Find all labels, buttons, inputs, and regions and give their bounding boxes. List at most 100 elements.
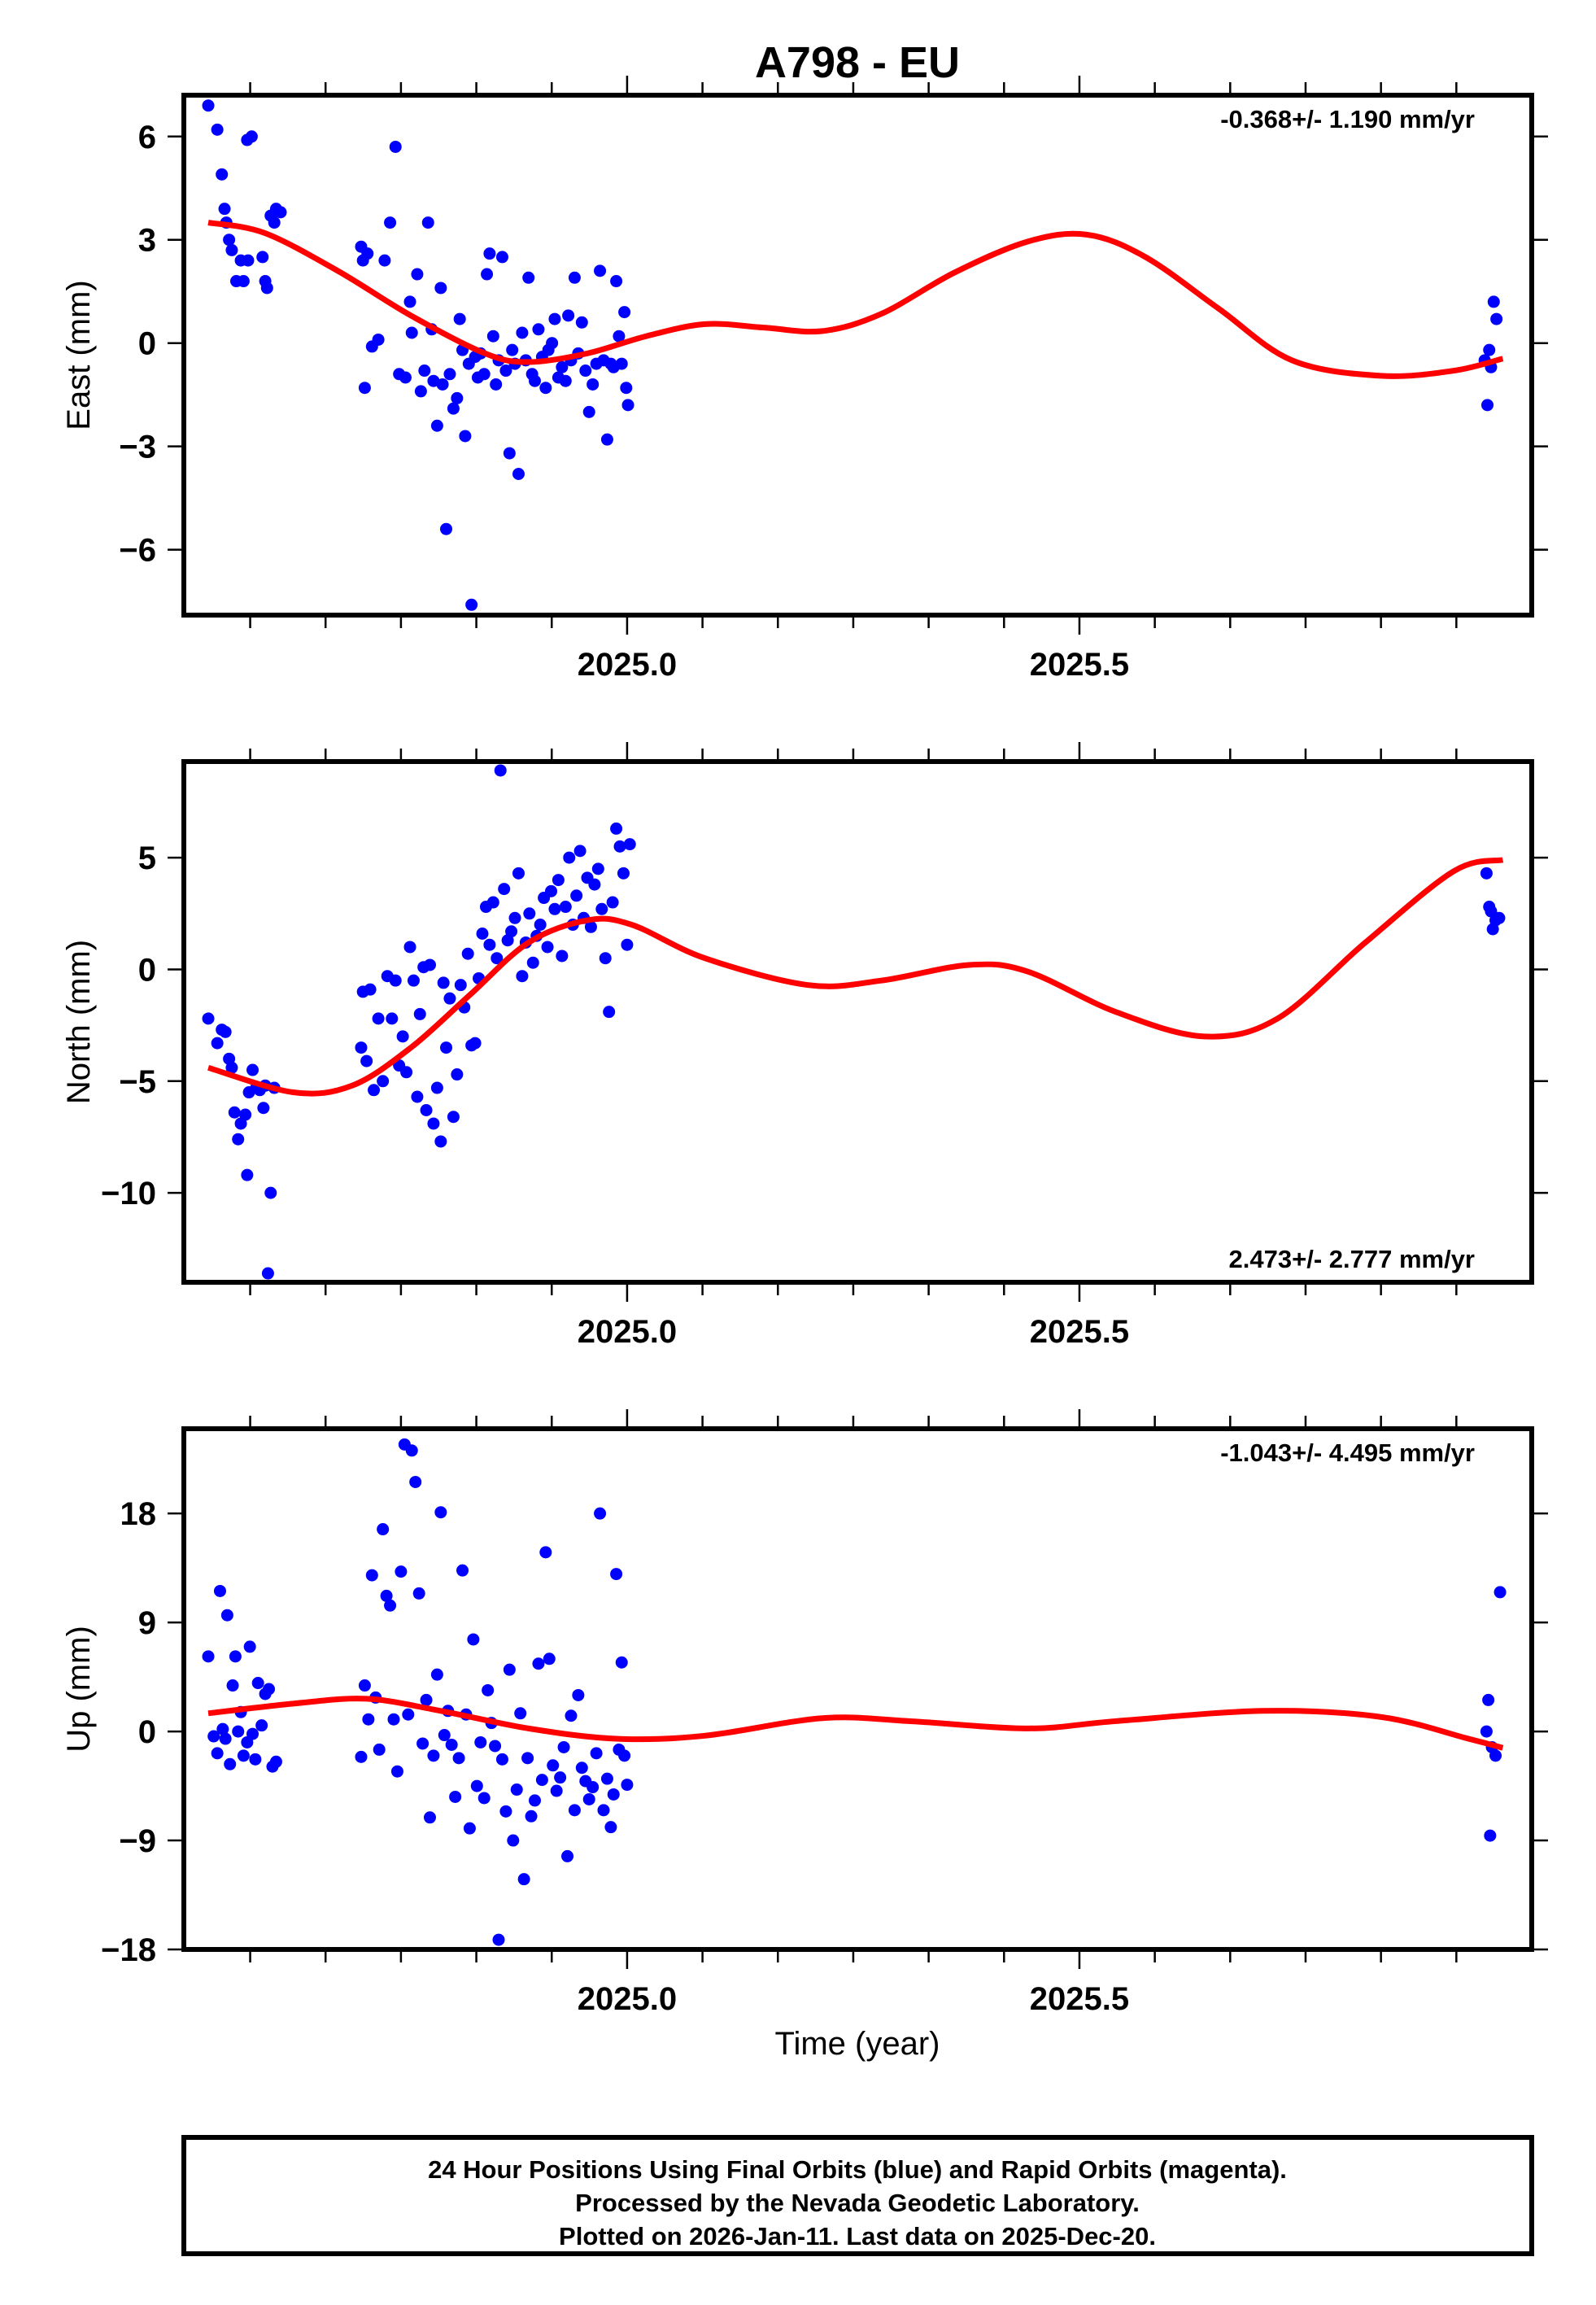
plot-area: [202, 99, 1504, 611]
data-point: [447, 1111, 460, 1124]
data-point: [420, 1103, 433, 1116]
data-point: [409, 1475, 422, 1488]
x-tick-label: 2025.0: [578, 1981, 677, 2017]
data-point: [232, 1133, 245, 1146]
data-point: [218, 203, 231, 216]
data-point: [377, 1075, 390, 1088]
data-point: [591, 862, 604, 875]
data-point: [534, 919, 547, 932]
data-point: [420, 1693, 433, 1706]
data-point: [373, 1743, 386, 1756]
data-point: [387, 1713, 400, 1726]
data-point: [241, 1168, 254, 1181]
data-point: [228, 1106, 241, 1119]
data-point: [454, 979, 467, 992]
data-point: [264, 1186, 277, 1199]
y-tick-label: 0: [138, 1714, 156, 1750]
data-point: [498, 883, 511, 896]
data-point: [436, 378, 449, 391]
data-point: [525, 1810, 538, 1823]
data-point: [202, 1650, 215, 1663]
data-point: [503, 447, 516, 460]
data-point: [572, 1688, 585, 1701]
footer-line-2: Processed by the Nevada Geodetic Laborat…: [575, 2189, 1140, 2217]
data-point: [202, 1012, 215, 1025]
data-point: [600, 1772, 613, 1785]
data-point: [486, 330, 499, 343]
data-point: [562, 309, 575, 322]
data-point: [229, 1650, 242, 1663]
data-point: [610, 822, 623, 835]
data-point: [582, 405, 595, 418]
data-point: [557, 1740, 570, 1753]
data-point: [384, 1599, 397, 1612]
data-point: [543, 1652, 556, 1665]
data-point: [621, 938, 634, 951]
data-point: [256, 251, 269, 264]
data-point: [246, 1727, 259, 1740]
data-point: [237, 275, 250, 288]
y-tick-label: −6: [119, 533, 156, 569]
data-point: [607, 1788, 620, 1801]
data-point: [499, 1805, 512, 1818]
data-point: [430, 419, 443, 432]
y-axis-label: East (mm): [61, 280, 97, 430]
data-point: [1489, 1749, 1502, 1762]
data-point: [514, 1707, 527, 1720]
data-point: [364, 983, 377, 996]
data-point: [362, 1713, 375, 1726]
data-point: [211, 123, 224, 136]
data-point: [202, 99, 215, 112]
data-point: [414, 385, 427, 398]
footer-line-1: 24 Hour Positions Using Final Orbits (bl…: [428, 2155, 1287, 2184]
data-point: [594, 1507, 607, 1520]
data-point: [213, 1584, 226, 1597]
data-point: [476, 928, 489, 941]
data-point: [568, 1804, 581, 1817]
data-point: [495, 251, 508, 264]
data-point: [245, 130, 258, 143]
data-point: [503, 1663, 516, 1676]
data-point: [486, 896, 499, 909]
data-point: [434, 1135, 447, 1148]
y-tick-label: 5: [138, 840, 156, 876]
data-point: [548, 312, 561, 325]
data-point: [547, 1759, 560, 1772]
data-point: [216, 1722, 229, 1735]
plot-area: [202, 764, 1506, 1280]
data-point: [440, 522, 453, 535]
data-point: [403, 941, 416, 954]
data-point: [358, 382, 371, 395]
data-point: [443, 368, 456, 381]
data-point: [490, 378, 503, 391]
data-point: [483, 247, 496, 260]
data-point: [274, 206, 287, 219]
data-point: [595, 902, 608, 915]
data-point: [211, 1037, 224, 1050]
data-point: [532, 1657, 545, 1670]
data-point: [495, 1753, 508, 1766]
data-point: [610, 1568, 623, 1581]
data-point: [516, 326, 529, 339]
data-point: [474, 1735, 487, 1748]
data-point: [510, 1783, 523, 1796]
data-point: [377, 1523, 390, 1536]
data-point: [411, 268, 424, 281]
data-point: [260, 282, 273, 295]
data-point: [1482, 1693, 1495, 1706]
data-point: [568, 271, 581, 284]
data-point: [251, 1677, 264, 1690]
data-point: [452, 1752, 465, 1765]
data-point: [588, 878, 601, 891]
data-point: [469, 1037, 482, 1050]
data-point: [255, 1719, 268, 1732]
data-point: [556, 360, 569, 373]
data-point: [456, 1564, 469, 1577]
data-point: [613, 330, 626, 343]
data-point: [412, 1587, 425, 1600]
data-point: [521, 1752, 534, 1765]
data-point: [246, 1063, 259, 1076]
data-point: [491, 952, 504, 965]
plot-area: [202, 1438, 1507, 1946]
